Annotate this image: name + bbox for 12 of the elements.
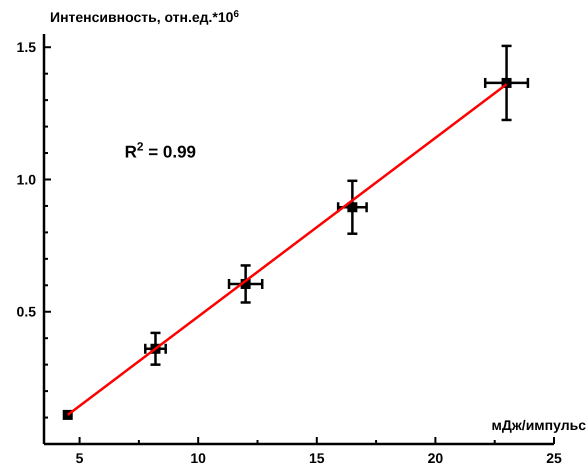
y-tick-label: 1.0 bbox=[16, 171, 36, 188]
y-tick-label: 0.5 bbox=[16, 304, 36, 320]
x-axis-title: мДж/импульс bbox=[492, 417, 586, 433]
y-axis-title: Интенсивность, отн.ед.*10$^{6}$ bbox=[50, 8, 240, 25]
x-tick-label: 20 bbox=[428, 450, 444, 466]
x-tick-label: 10 bbox=[190, 450, 206, 466]
y-tick-label: 1.5 bbox=[16, 39, 36, 56]
point bbox=[347, 202, 358, 212]
x-tick-label: 5 bbox=[76, 450, 84, 466]
x-tick-label: 15 bbox=[309, 450, 325, 466]
x-tick-label: 25 bbox=[546, 450, 562, 466]
annotation: R$^{2}$ = 0.99 bbox=[124, 140, 196, 162]
